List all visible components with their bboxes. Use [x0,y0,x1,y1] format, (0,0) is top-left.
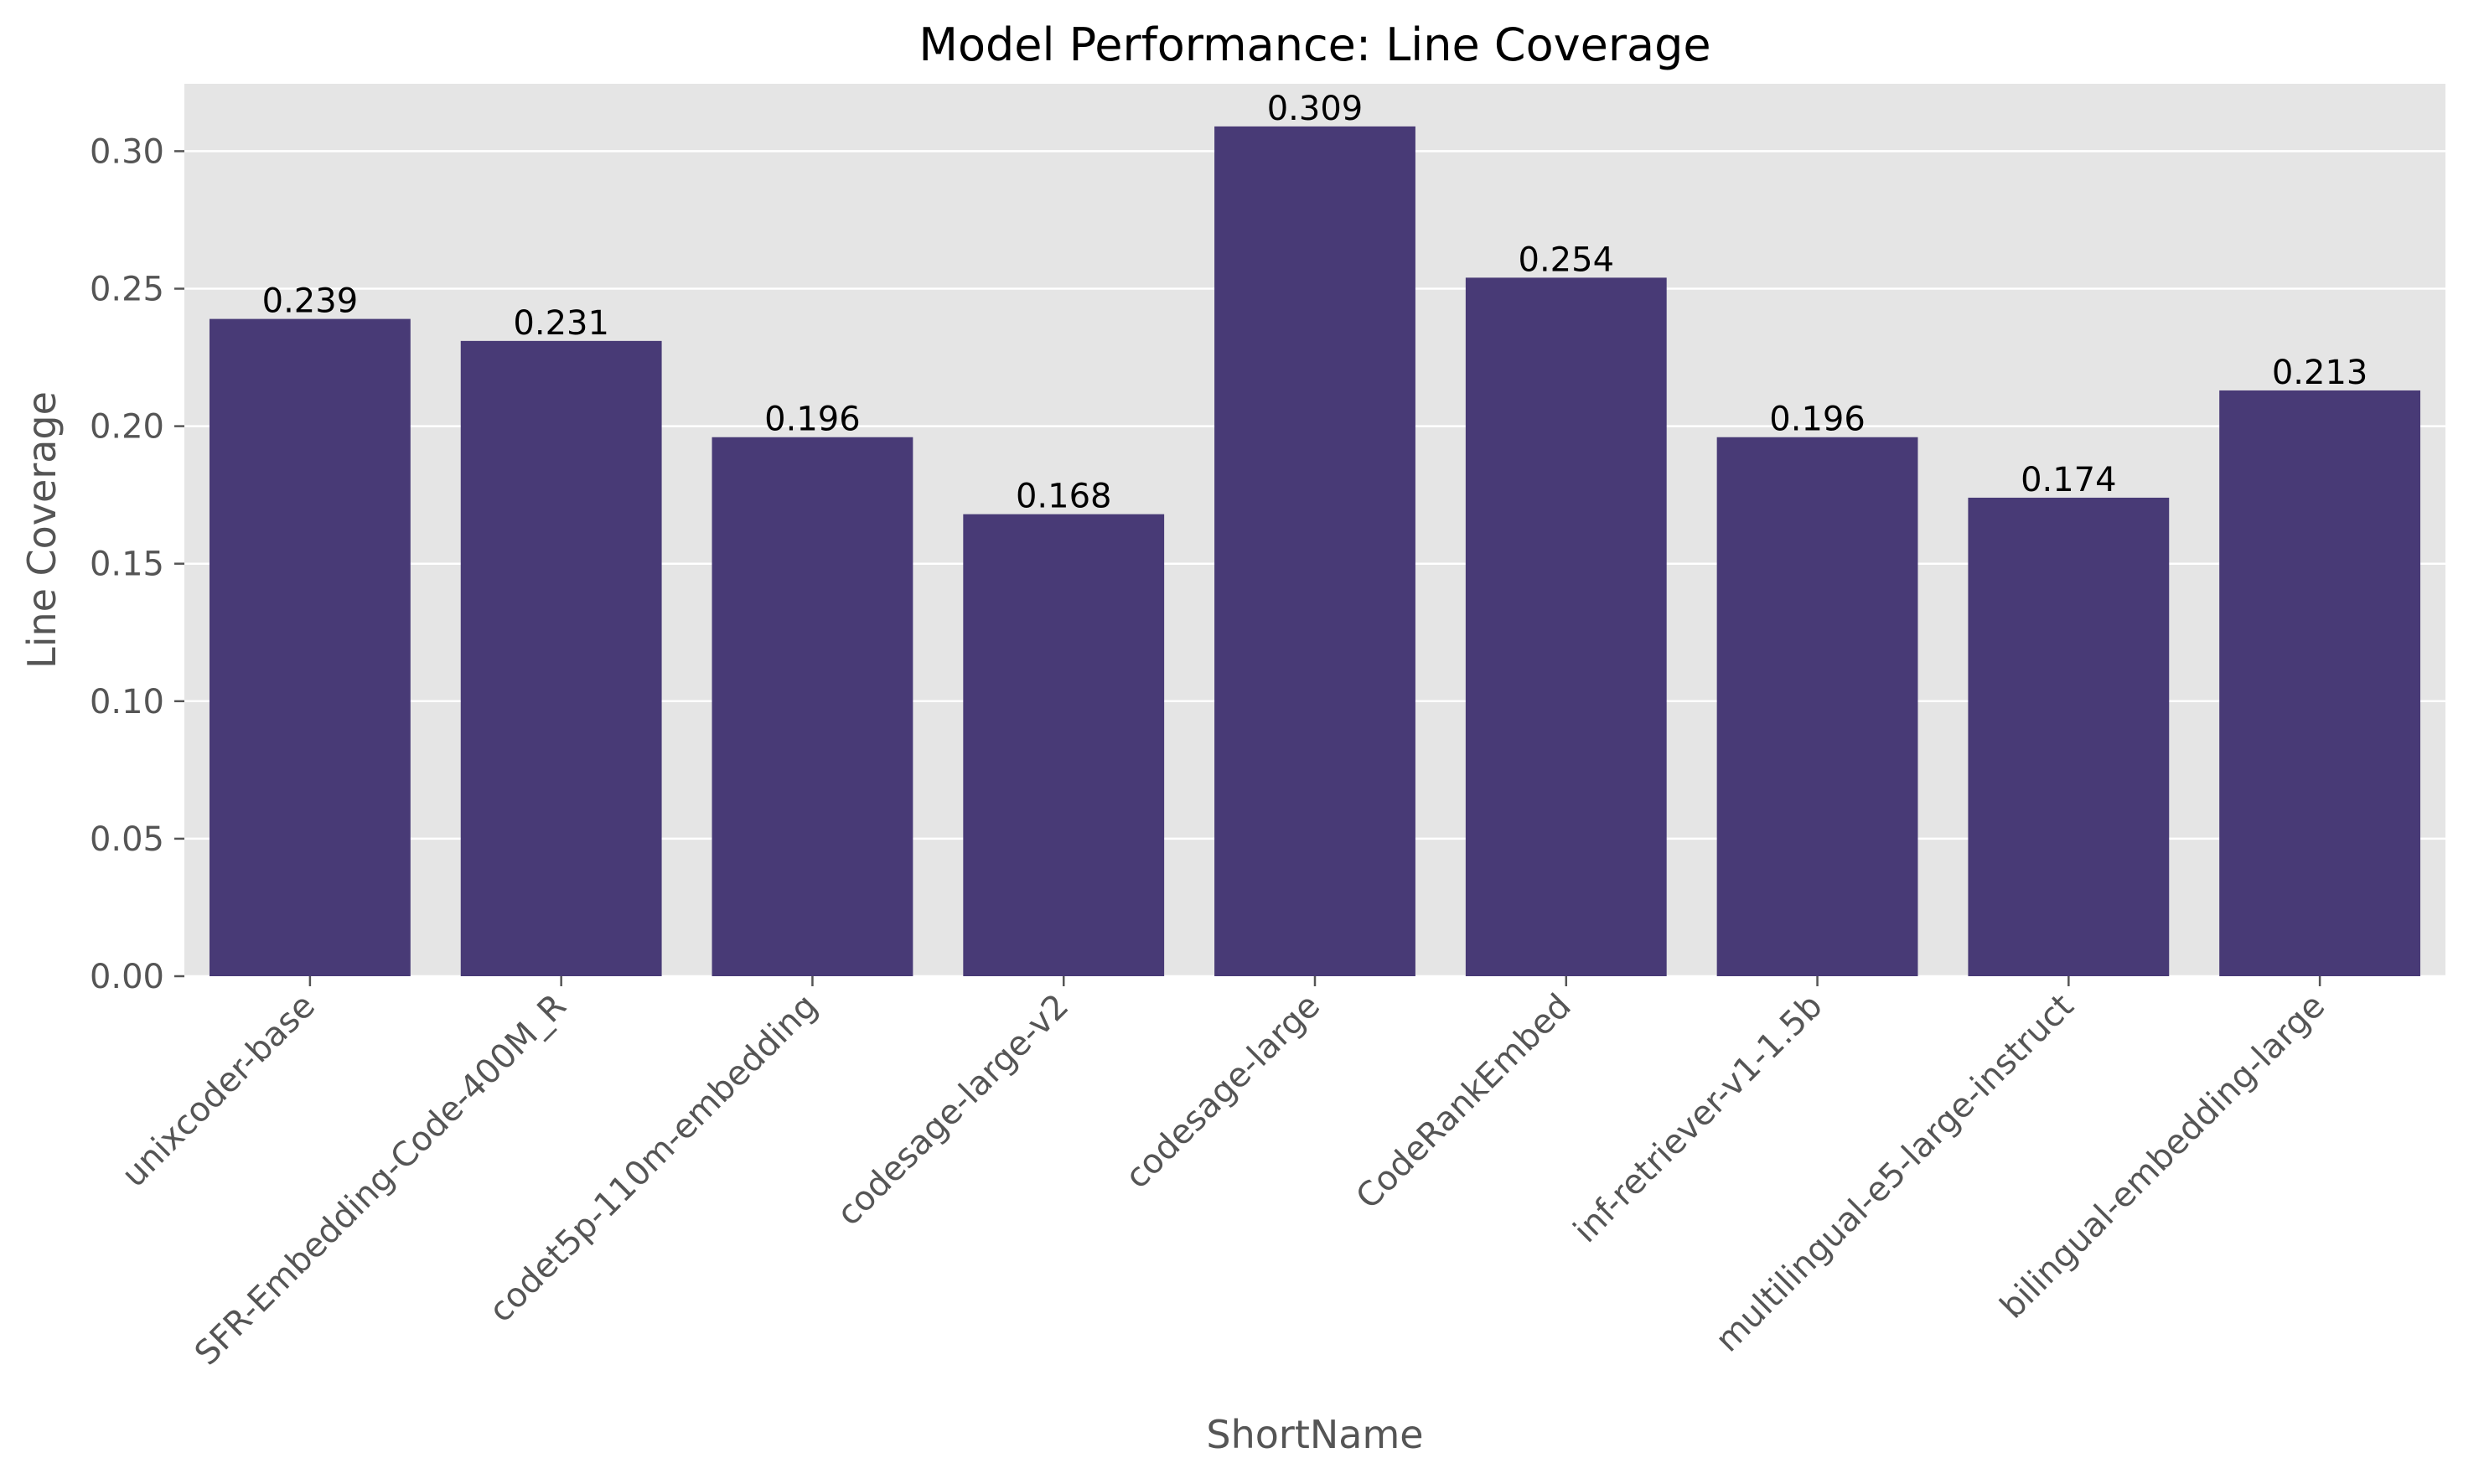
bar-value-label: 0.168 [1016,478,1112,516]
bar [1716,437,1918,976]
chart-title: Model Performance: Line Coverage [919,18,1710,71]
x-axis-ticks: unixcoder-baseSFR-Embedding-Code-400M_Rc… [115,976,2332,1373]
x-tick-label: CodeRankEmbed [1349,987,1579,1217]
bar [1968,497,2170,976]
bar [1214,126,1415,976]
bar [460,340,662,977]
bar [963,514,1165,976]
x-tick-label: inf-retriever-v1-1.5b [1566,987,1830,1251]
x-tick-label: unixcoder-base [115,987,323,1195]
y-tick-label: 0.30 [90,132,164,171]
y-axis-ticks: 0.00 0.05 0.10 0.15 0.20 0.25 0.30 [90,132,184,996]
y-tick-label: 0.20 [90,408,164,447]
y-tick-label: 0.05 [90,820,164,859]
x-tick-label: codesage-large [1118,987,1327,1197]
x-axis-label: ShortName [1206,1412,1423,1457]
bar-value-label: 0.254 [1519,240,1615,279]
bar-value-label: 0.239 [262,282,359,321]
bar-value-label: 0.196 [764,401,861,439]
bar-value-label: 0.309 [1267,90,1364,128]
y-tick-label: 0.15 [90,546,164,584]
bar-value-label: 0.213 [2272,354,2368,392]
y-tick-label: 0.25 [90,271,164,309]
bar-value-label: 0.196 [1769,401,1866,439]
bar [1465,277,1667,977]
y-tick-label: 0.10 [90,683,164,721]
bar [2219,390,2421,976]
data-labels: 0.239 0.231 0.196 0.168 0.309 0.254 0.196 0.174… [262,90,2368,516]
y-tick-label: 0.00 [90,958,164,996]
bars [209,126,2421,977]
bar-value-label: 0.231 [513,304,609,343]
bar [209,318,411,976]
x-tick-label: codesage-large-v2 [830,987,1076,1233]
y-axis-label: Line Coverage [19,391,65,669]
bar-value-label: 0.174 [2021,461,2117,499]
bar [712,437,913,976]
